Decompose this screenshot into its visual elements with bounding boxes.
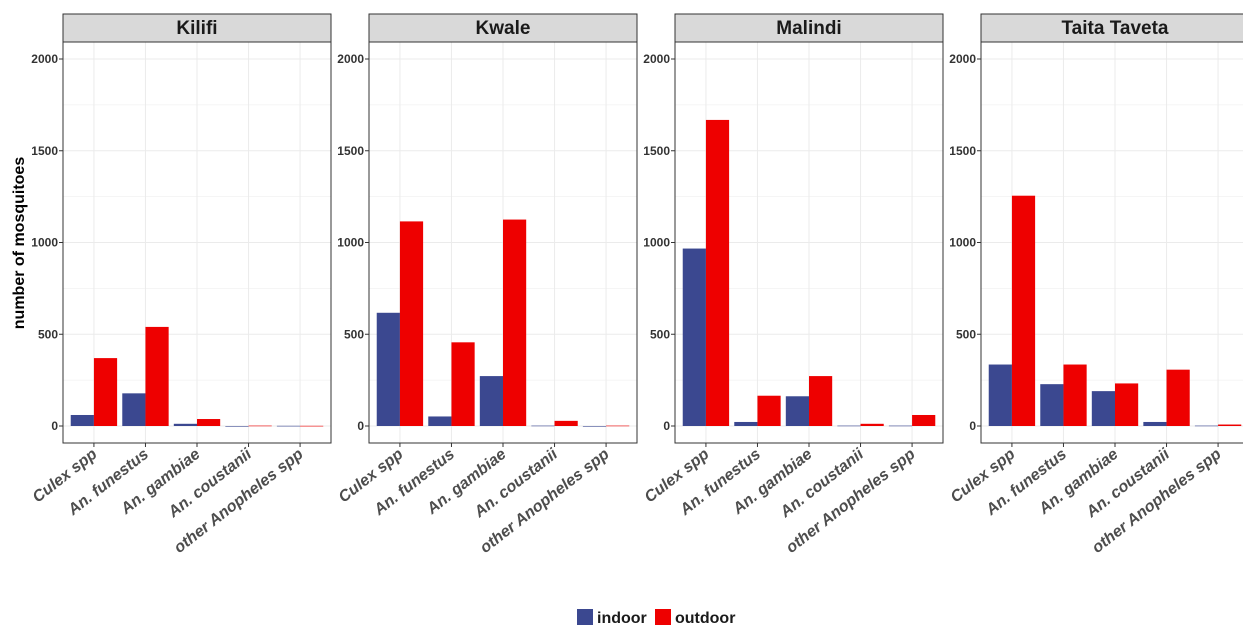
y-tick-label: 1000 (949, 236, 976, 250)
bar-outdoor (451, 342, 475, 426)
bar-indoor (888, 425, 913, 427)
legend-key (655, 609, 671, 625)
y-tick-label: 2000 (949, 52, 976, 66)
y-tick-label: 500 (650, 327, 670, 341)
bar-outdoor (912, 414, 936, 426)
y-tick-label: 0 (51, 419, 58, 433)
facet-strip (674, 13, 944, 43)
bar-outdoor (248, 425, 272, 427)
bar-indoor (70, 414, 94, 426)
bar-outdoor (606, 425, 630, 427)
bar-indoor (479, 376, 503, 426)
bar-indoor (376, 312, 400, 426)
facet-title: Kwale (476, 18, 531, 39)
bar-indoor (1143, 421, 1167, 426)
bar-indoor (276, 425, 301, 427)
bar-outdoor (554, 420, 578, 426)
y-tick-label: 0 (357, 419, 364, 433)
bar-indoor (531, 425, 555, 427)
y-tick-label: 500 (38, 327, 58, 341)
bar-outdoor (705, 119, 730, 426)
facet-title: Kilifi (176, 18, 217, 39)
bar-outdoor (197, 419, 221, 426)
y-tick-label: 1500 (337, 144, 364, 158)
bar-outdoor (809, 376, 833, 426)
y-tick-label: 2000 (643, 52, 670, 66)
bar-indoor (682, 248, 706, 426)
y-tick-label: 500 (344, 327, 364, 341)
bar-outdoor (757, 395, 781, 426)
y-tick-label: 1500 (949, 144, 976, 158)
facet-strip (368, 13, 638, 43)
bar-outdoor (399, 221, 424, 426)
bar-indoor (428, 416, 452, 426)
bar-outdoor (1011, 195, 1036, 426)
bar-outdoor (1063, 364, 1087, 426)
y-axis-label: number of mosquitoes (11, 157, 28, 330)
legend-label: outdoor (675, 610, 735, 626)
bar-outdoor (860, 423, 884, 426)
y-tick-label: 1500 (643, 144, 670, 158)
bar-outdoor (145, 326, 169, 426)
bar-indoor (1040, 384, 1064, 426)
bar-indoor (988, 364, 1012, 426)
bar-indoor (122, 393, 146, 426)
bar-indoor (785, 396, 809, 426)
bar-outdoor (1218, 424, 1242, 426)
facet-strip (980, 13, 1243, 43)
facet-strip (62, 13, 332, 43)
y-tick-label: 2000 (31, 52, 58, 66)
y-tick-label: 1500 (31, 144, 58, 158)
y-tick-label: 1000 (31, 236, 58, 250)
y-tick-label: 0 (663, 419, 670, 433)
bar-indoor (1091, 391, 1115, 426)
bar-indoor (225, 426, 249, 427)
y-tick-label: 1000 (643, 236, 670, 250)
facet-title: Taita Taveta (1061, 18, 1168, 39)
facet-title: Malindi (776, 18, 841, 39)
bar-indoor (1194, 425, 1219, 427)
bar-indoor (734, 421, 758, 426)
bar-outdoor (503, 219, 527, 426)
bar-indoor (837, 425, 861, 427)
legend-item: indoor (577, 609, 647, 626)
bar-outdoor (300, 425, 324, 427)
y-tick-label: 0 (969, 419, 976, 433)
bar-outdoor (93, 358, 118, 426)
bar-indoor (173, 423, 197, 426)
y-tick-label: 2000 (337, 52, 364, 66)
bar-indoor (582, 426, 607, 427)
legend-item: outdoor (655, 609, 735, 626)
y-tick-label: 500 (956, 327, 976, 341)
y-tick-label: 1000 (337, 236, 364, 250)
legend: indoor outdoor (577, 609, 735, 626)
bar-outdoor (1115, 383, 1139, 426)
legend-label: indoor (597, 610, 647, 626)
bar-outdoor (1166, 369, 1190, 426)
legend-key (577, 609, 593, 625)
